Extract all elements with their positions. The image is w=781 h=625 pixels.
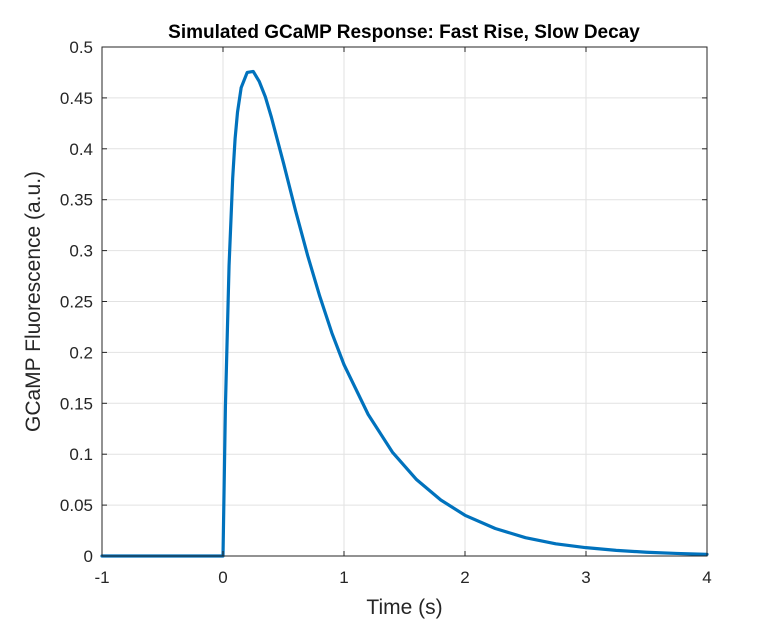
y-axis-label: GCaMP Fluorescence (a.u.) <box>22 171 45 432</box>
chart-title: Simulated GCaMP Response: Fast Rise, Slo… <box>168 22 640 43</box>
series-line <box>102 71 707 556</box>
y-tick-label: 0.1 <box>69 445 93 464</box>
y-tick-label: 0.2 <box>69 343 93 362</box>
x-axis-label: Time (s) <box>366 596 442 619</box>
x-tick-label: 0 <box>218 568 227 587</box>
y-tick-label: 0.15 <box>60 394 93 413</box>
y-tick-label: 0 <box>84 547 93 566</box>
y-tick-label: 0.3 <box>69 242 93 261</box>
x-tick-label: 1 <box>339 568 348 587</box>
y-tick-label: 0.05 <box>60 496 93 515</box>
grid <box>102 47 707 556</box>
y-tick-label: 0.35 <box>60 191 93 210</box>
x-tick-label: -1 <box>94 568 109 587</box>
y-tick-label: 0.25 <box>60 293 93 312</box>
x-tick-label: 3 <box>581 568 590 587</box>
y-tick-label: 0.4 <box>69 140 93 159</box>
y-tick-label: 0.5 <box>69 38 93 57</box>
x-tick-label: 4 <box>702 568 711 587</box>
y-tick-label: 0.45 <box>60 89 93 108</box>
series-layer <box>102 71 707 556</box>
x-tick-label: 2 <box>460 568 469 587</box>
